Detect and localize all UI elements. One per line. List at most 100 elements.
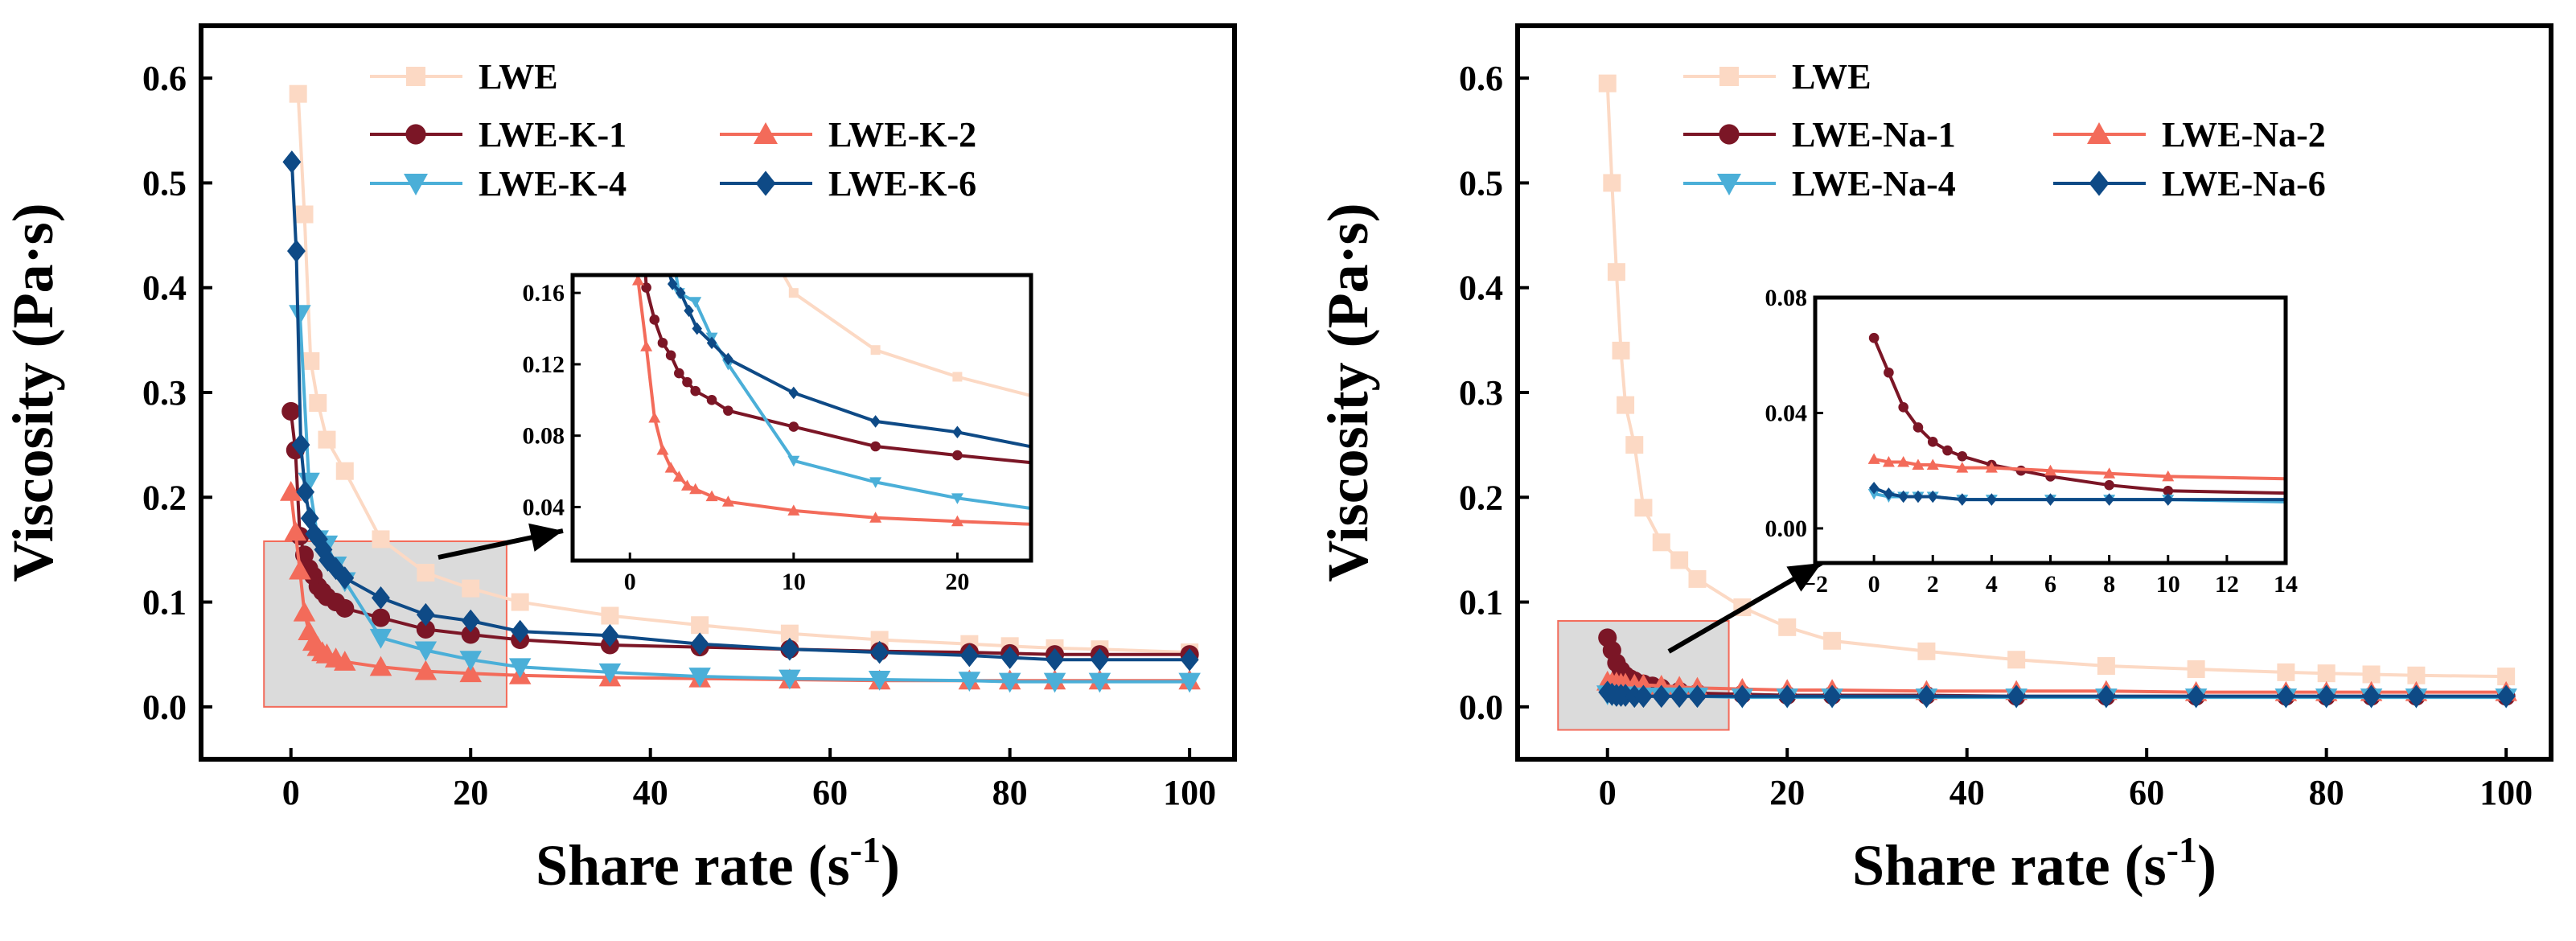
data-point-LWE-K-6 (372, 586, 390, 610)
x-tick-label: 40 (633, 773, 668, 812)
data-point-LWE-Na-6 (1917, 684, 1936, 709)
inset-data (631, 275, 1031, 527)
legend-label-LWE: LWE (1792, 57, 1871, 97)
data-point-LWE-K-6 (327, 557, 346, 581)
legend-label-LWE-Na-1: LWE-Na-1 (1792, 115, 1956, 154)
inset-x-tick-label: 8 (2103, 571, 2115, 598)
legend-marker-LWE-K-2 (754, 122, 778, 144)
data-point-LWE-K-4 (868, 670, 891, 691)
legend-label-LWE-Na-4: LWE-Na-4 (1792, 164, 1956, 203)
inset-background (573, 275, 1031, 561)
data-point-LWE-Na-6 (2187, 684, 2206, 709)
data-point-LWE (1778, 618, 1797, 636)
inset-y-tick-label: 0.04 (523, 494, 565, 520)
inset-chart: −2 0 2 4 6 8 10 12 14 0.00 0.04 0.08 (1765, 285, 2299, 598)
data-point-LWE-K-4 (508, 658, 532, 679)
inset-point-LWE-K-6 (692, 322, 702, 335)
data-point-LWE-K-6 (296, 480, 315, 504)
inset-point-LWE-Na-6 (1884, 487, 1894, 500)
zoom-arrow-head (1786, 563, 1822, 592)
y-tick-label: 0.2 (1459, 478, 1503, 517)
inset-point-LWE-K-1 (665, 350, 676, 361)
inset-y-tick-label: 0.00 (1765, 516, 1808, 542)
y-tick-label: 0.4 (142, 269, 187, 308)
inset-x-tick-label: 0 (1868, 571, 1880, 598)
series-LWE-K-6 (282, 150, 1199, 672)
inset-point-LWE-Na-1 (1898, 402, 1908, 413)
series-LWE-Na-6 (1598, 680, 2516, 709)
inset-x-tick-label: 2 (1927, 571, 1939, 598)
legend-label-LWE-Na-6: LWE-Na-6 (2162, 164, 2326, 203)
inset-point-LWE-K-4 (689, 297, 702, 308)
y-tick-label: 0.5 (142, 163, 187, 203)
data-point-LWE-K-2 (289, 559, 311, 580)
data-point-LWE-K-6 (282, 150, 302, 174)
data-point-LWE-K-4 (779, 669, 801, 690)
x-tick-label: 100 (1163, 773, 1216, 812)
y-axis-label: Viscosity (Pa·s) (1316, 203, 1380, 581)
inset-point-LWE-Na-2 (2103, 467, 2116, 479)
data-point-LWE (295, 205, 314, 224)
x-tick-label: 0 (1599, 773, 1617, 812)
data-point-LWE (1607, 263, 1625, 281)
inset-point-LWE-K-6 (870, 415, 881, 428)
data-point-LWE (372, 530, 390, 549)
data-point-LWE-K-6 (335, 566, 355, 590)
data-point-LWE-K-6 (314, 538, 333, 561)
data-point-LWE-Na-6 (1688, 684, 1707, 709)
series-LWE (1598, 74, 2516, 686)
inset-y-tick-label: 0.08 (1765, 285, 1808, 311)
inset-point-LWE-Na-2 (1882, 455, 1895, 467)
data-point-LWE-K-6 (600, 623, 619, 647)
inset-point-LWE-K-6 (676, 286, 686, 299)
data-point-LWE-K-4 (1178, 672, 1201, 693)
inset-point-LWE-Na-2 (1912, 458, 1925, 470)
legend: LWE LWE-K-1 LWE-K-2 LWE-K-4 LWE-K-6 (370, 57, 976, 203)
inset-point-LWE-K-1 (723, 405, 733, 416)
data-point-LWE-K-6 (1180, 647, 1199, 672)
inset-point-LWE-Na-2 (1897, 455, 1910, 467)
inset-point-LWE-Na-1 (1927, 437, 1938, 447)
data-point-LWE (601, 606, 619, 625)
x-axis-label-close: ) (881, 833, 900, 898)
inset-line-LWE-Na-2 (1873, 457, 2286, 481)
data-point-LWE-K-4 (998, 672, 1021, 693)
inset-x-tick-label: 6 (2044, 571, 2056, 598)
inset-point-LWE-Na-2 (1867, 453, 1880, 464)
inset-x-tick-label: 14 (2274, 571, 2298, 598)
data-point-LWE-K-6 (318, 549, 337, 572)
data-point-LWE-Na-6 (1732, 684, 1752, 709)
inset-line-LWE-K-2 (635, 275, 1031, 526)
inset-frame (570, 273, 1033, 563)
data-point-LWE-K-4 (1043, 672, 1066, 693)
inset-point-LWE-Na-6 (2163, 493, 2173, 506)
inset-point-LWE-K-6 (952, 425, 963, 439)
data-point-LWE-Na-6 (1670, 684, 1689, 709)
data-point-LWE-K-4 (414, 641, 438, 662)
x-tick-label: 80 (2309, 773, 2344, 812)
x-axis-label-superscript: -1 (850, 829, 881, 870)
data-point-LWE-K-2 (334, 651, 356, 671)
data-point-LWE-K-1 (335, 598, 355, 618)
inset-point-LWE-Na-6 (1957, 493, 1968, 506)
data-point-LWE (302, 351, 320, 370)
data-point-LWE-K-2 (369, 655, 392, 676)
inset-point-LWE-Na-2 (2162, 470, 2175, 482)
legend-marker-LWE-K-1 (405, 124, 426, 145)
data-point-LWE (289, 84, 307, 103)
data-point-LWE-K-2 (459, 662, 482, 683)
inset-x-tick-label: 0 (624, 569, 636, 595)
inset-point-LWE-K-4 (951, 493, 963, 504)
x-axis-label-main: Share rate (s (536, 833, 850, 898)
inset-point-LWE-Na-2 (1956, 462, 1969, 473)
inset-point-LWE-K-6 (706, 336, 717, 350)
data-point-LWE-K-4 (369, 628, 392, 649)
data-point-LWE-K-6 (870, 640, 889, 664)
inset-point-LWE-K-2 (681, 479, 693, 491)
data-point-LWE-K-6 (1090, 647, 1109, 672)
x-tick-label: 60 (812, 773, 848, 812)
data-point-LWE-K-1 (461, 625, 480, 644)
inset-line-LWE-K-6 (668, 275, 1031, 449)
x-tick-label: 20 (453, 773, 488, 812)
